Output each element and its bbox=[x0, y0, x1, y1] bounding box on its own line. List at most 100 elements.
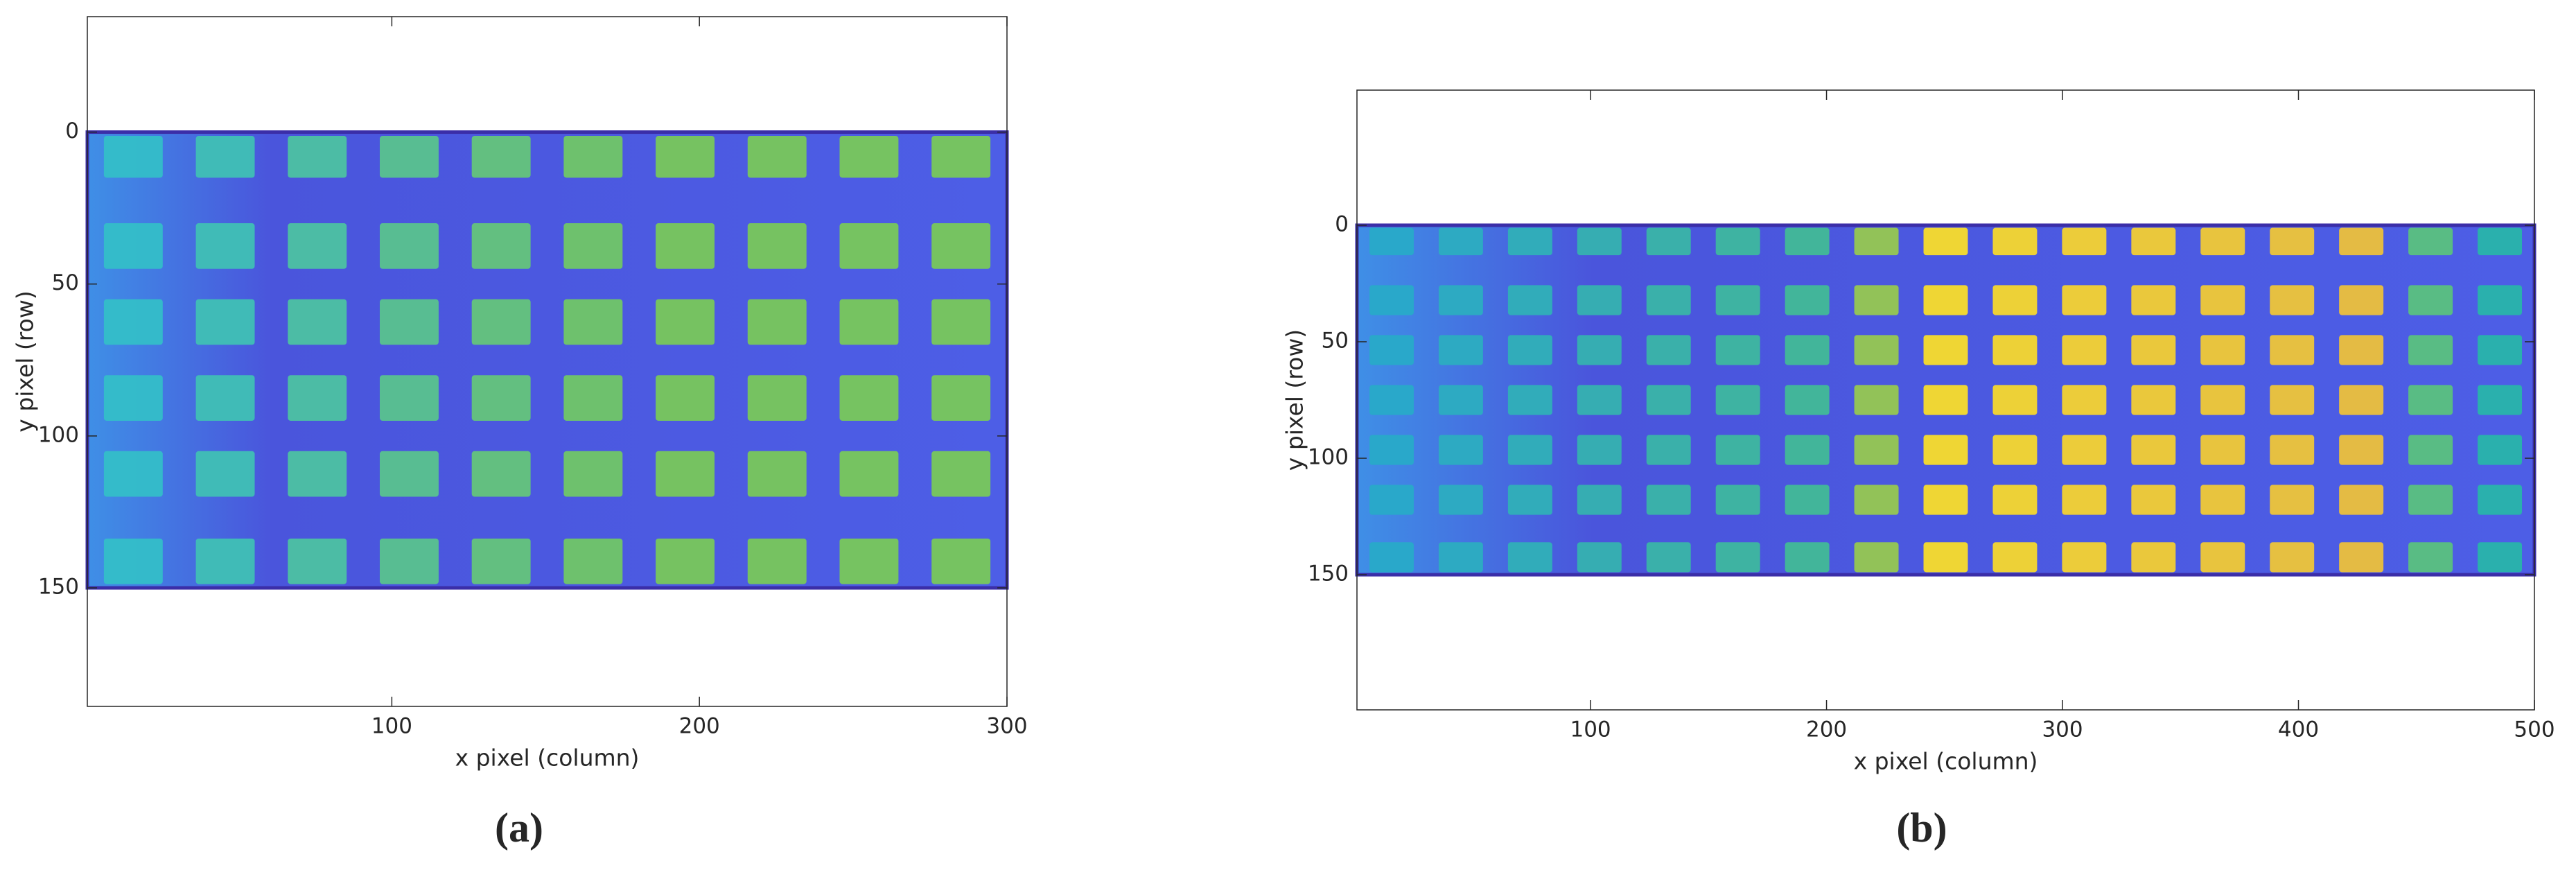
image-cell bbox=[1507, 435, 1552, 465]
image-cell bbox=[2270, 285, 2315, 315]
image-cell bbox=[288, 538, 347, 584]
image-cell bbox=[1438, 542, 1483, 573]
image-cell bbox=[2339, 435, 2384, 465]
image-cell bbox=[2062, 435, 2107, 465]
image-cell bbox=[379, 299, 439, 345]
x-tick-label: 300 bbox=[986, 714, 1027, 739]
image-cell bbox=[1854, 285, 1899, 315]
image-cell bbox=[1577, 335, 1622, 365]
image-cell bbox=[2270, 485, 2315, 515]
image-cell bbox=[1785, 285, 1830, 315]
image-cell bbox=[1923, 385, 1968, 415]
image-cell bbox=[2339, 227, 2384, 256]
image-cell bbox=[931, 451, 991, 497]
image-cell bbox=[1369, 485, 1414, 515]
image-cell bbox=[2131, 435, 2176, 465]
image-cell bbox=[563, 223, 623, 269]
x-axis-label: x pixel (column) bbox=[1854, 748, 2038, 775]
image-cell bbox=[563, 136, 623, 178]
image-cell bbox=[1992, 335, 2038, 365]
image-cell bbox=[379, 538, 439, 584]
image-cell bbox=[747, 223, 807, 269]
image-cell bbox=[2478, 335, 2523, 365]
image-cell bbox=[1992, 285, 2038, 315]
y-tick-label: 50 bbox=[52, 270, 79, 295]
image-cell bbox=[471, 136, 531, 178]
image-cell bbox=[747, 538, 807, 584]
image-cell bbox=[1507, 542, 1552, 573]
image-cell bbox=[1507, 335, 1552, 365]
image-cell bbox=[839, 451, 899, 497]
image-cell bbox=[1785, 335, 1830, 365]
y-tick-label: 0 bbox=[65, 119, 79, 143]
image-cell bbox=[2339, 385, 2384, 415]
image-cell bbox=[2478, 435, 2523, 465]
image-cell bbox=[1785, 542, 1830, 573]
image-cell bbox=[2062, 335, 2107, 365]
image-cell bbox=[1577, 542, 1622, 573]
image-cell bbox=[2270, 385, 2315, 415]
image-cell bbox=[656, 375, 715, 421]
image-cell bbox=[195, 136, 255, 178]
image-cell bbox=[288, 136, 347, 178]
image-cell bbox=[2408, 285, 2453, 315]
image-cell bbox=[1715, 285, 1760, 315]
image-cell bbox=[747, 136, 807, 178]
image-cell bbox=[1577, 385, 1622, 415]
image-cell bbox=[1715, 385, 1760, 415]
image-cell bbox=[2339, 335, 2384, 365]
image-cell bbox=[656, 538, 715, 584]
image-cell bbox=[931, 299, 991, 345]
y-tick-label: 150 bbox=[38, 575, 79, 600]
image-cell bbox=[2478, 385, 2523, 415]
image-cell bbox=[839, 223, 899, 269]
x-tick-label: 300 bbox=[2042, 717, 2083, 742]
x-tick-label: 100 bbox=[371, 714, 412, 739]
image-cell bbox=[2131, 335, 2176, 365]
image-cell bbox=[1369, 542, 1414, 573]
image-cell bbox=[471, 223, 531, 269]
image-cell bbox=[2131, 285, 2176, 315]
image-cell bbox=[1785, 485, 1830, 515]
x-tick-label: 500 bbox=[2514, 717, 2555, 742]
image-cell bbox=[103, 375, 163, 421]
image-cell bbox=[1923, 435, 1968, 465]
image-cell bbox=[1507, 227, 1552, 256]
image-cell bbox=[563, 375, 623, 421]
image-cell bbox=[2408, 435, 2453, 465]
image-cell bbox=[195, 299, 255, 345]
image-cell bbox=[1785, 227, 1830, 256]
image-cell bbox=[2408, 485, 2453, 515]
y-axis-label: y pixel (row) bbox=[12, 290, 39, 432]
image-cell bbox=[931, 223, 991, 269]
image-cell bbox=[563, 299, 623, 345]
image-cell bbox=[2339, 485, 2384, 515]
image-cell bbox=[1577, 435, 1622, 465]
image-cell bbox=[1923, 285, 1968, 315]
image-cell bbox=[1507, 385, 1552, 415]
image-cell bbox=[2478, 227, 2523, 256]
image-cell bbox=[1369, 227, 1414, 256]
image-cell bbox=[747, 299, 807, 345]
image-cell bbox=[1369, 435, 1414, 465]
image-cell bbox=[1715, 335, 1760, 365]
x-axis-label: x pixel (column) bbox=[455, 745, 640, 772]
image-cell bbox=[2478, 542, 2523, 573]
image-cell bbox=[1785, 385, 1830, 415]
image-cell bbox=[2131, 542, 2176, 573]
image-cell bbox=[839, 538, 899, 584]
image-cell bbox=[2062, 485, 2107, 515]
image-cell bbox=[379, 136, 439, 178]
image-cell bbox=[839, 375, 899, 421]
image-cell bbox=[103, 451, 163, 497]
image-cell bbox=[1992, 485, 2038, 515]
image-cell bbox=[1923, 227, 1968, 256]
image-cell bbox=[2062, 285, 2107, 315]
image-background bbox=[87, 132, 1007, 589]
image-cell bbox=[195, 375, 255, 421]
image-cell bbox=[2270, 335, 2315, 365]
image-cell bbox=[1992, 435, 2038, 465]
image-cell bbox=[2200, 485, 2245, 515]
image-cell bbox=[1923, 542, 1968, 573]
